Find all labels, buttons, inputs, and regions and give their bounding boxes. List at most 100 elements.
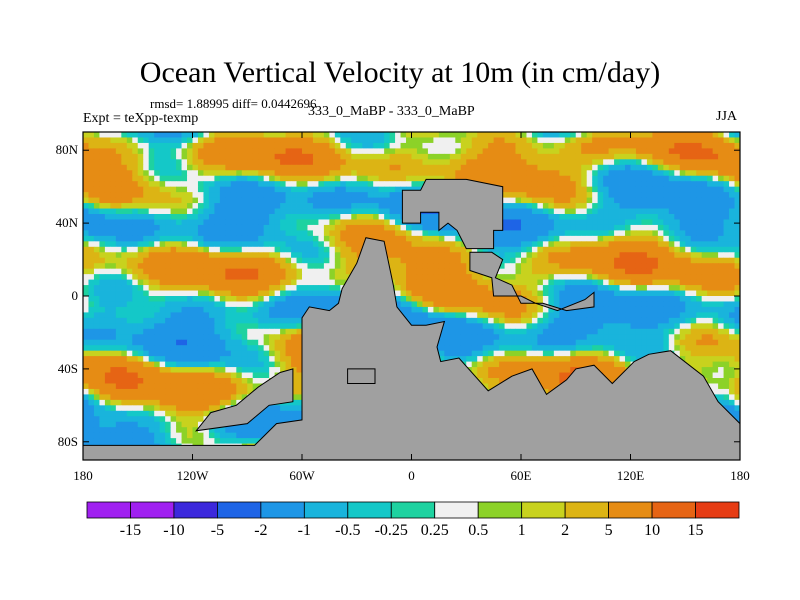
field-cell xyxy=(395,219,401,226)
field-cell xyxy=(427,230,434,237)
field-cell xyxy=(143,312,150,319)
field-cell xyxy=(88,296,95,302)
field-cell xyxy=(181,317,188,324)
field-cell xyxy=(674,279,681,286)
field-cell xyxy=(718,334,724,341)
field-cell xyxy=(395,132,401,138)
field-cell xyxy=(384,246,391,253)
field-cell xyxy=(471,312,478,319)
field-cell xyxy=(176,301,182,308)
field-cell xyxy=(373,235,380,242)
field-cell xyxy=(192,279,199,286)
field-cell xyxy=(126,328,133,335)
field-cell xyxy=(531,328,538,335)
field-cell xyxy=(165,296,172,302)
field-cell xyxy=(241,339,248,346)
field-cell xyxy=(581,148,588,155)
field-cell xyxy=(137,159,144,166)
field-cell xyxy=(318,268,325,275)
field-cell xyxy=(137,192,144,198)
field-cell xyxy=(395,164,401,171)
field-cell xyxy=(269,296,276,302)
field-cell xyxy=(570,328,577,335)
field-cell xyxy=(652,252,659,259)
field-cell xyxy=(104,246,111,253)
field-cell xyxy=(110,137,117,144)
field-cell xyxy=(734,268,740,275)
field-cell xyxy=(159,137,166,144)
field-cell xyxy=(608,345,615,352)
field-cell xyxy=(291,208,297,215)
field-cell xyxy=(586,328,593,335)
field-cell xyxy=(104,192,111,198)
field-cell xyxy=(646,306,653,313)
field-cell xyxy=(154,208,161,215)
field-cell xyxy=(460,164,467,171)
field-cell xyxy=(510,241,516,248)
field-cell xyxy=(553,186,560,193)
field-cell xyxy=(729,268,735,275)
field-cell xyxy=(83,328,89,335)
field-cell xyxy=(378,132,385,138)
field-cell xyxy=(236,159,243,166)
field-cell xyxy=(99,175,106,182)
field-cell xyxy=(197,317,204,324)
field-cell xyxy=(592,328,599,335)
field-cell xyxy=(93,219,100,226)
field-cell xyxy=(641,290,648,297)
field-cell xyxy=(159,132,166,138)
field-cell xyxy=(701,252,708,259)
field-cell xyxy=(302,164,308,171)
field-cell xyxy=(685,159,692,166)
field-cell xyxy=(241,164,248,171)
field-cell xyxy=(219,241,226,248)
field-cell xyxy=(323,263,330,270)
field-cell xyxy=(537,170,544,177)
field-cell xyxy=(356,214,363,220)
field-cell xyxy=(630,230,637,237)
field-cell xyxy=(241,334,248,341)
field-cell xyxy=(438,132,445,138)
field-cell xyxy=(652,285,659,291)
field-cell xyxy=(323,252,330,259)
field-cell xyxy=(712,345,719,352)
field-cell xyxy=(553,296,560,302)
field-cell xyxy=(597,317,604,324)
field-cell xyxy=(148,312,155,319)
field-cell xyxy=(734,290,740,297)
field-cell xyxy=(625,246,631,253)
field-cell xyxy=(247,285,254,291)
field-cell xyxy=(482,345,489,352)
field-cell xyxy=(597,235,604,242)
field-cell xyxy=(674,268,681,275)
field-cell xyxy=(603,164,610,171)
field-cell xyxy=(531,301,538,308)
field-cell xyxy=(406,235,412,242)
field-cell xyxy=(121,296,128,302)
field-cell xyxy=(646,241,653,248)
field-cell xyxy=(197,164,204,171)
field-cell xyxy=(159,246,166,253)
field-cell xyxy=(132,323,139,330)
field-cell xyxy=(170,296,177,302)
field-cell xyxy=(176,230,182,237)
field-cell xyxy=(734,235,740,242)
field-cell xyxy=(318,224,325,231)
field-cell xyxy=(312,208,319,215)
field-cell xyxy=(241,350,248,357)
field-cell xyxy=(614,159,620,166)
field-cell xyxy=(345,197,352,204)
field-cell xyxy=(537,235,544,242)
field-cell xyxy=(477,301,484,308)
field-cell xyxy=(323,241,330,248)
field-cell xyxy=(121,323,128,330)
field-cell xyxy=(203,208,210,215)
field-cell xyxy=(608,252,615,259)
field-cell xyxy=(367,219,374,226)
field-cell xyxy=(575,257,582,264)
field-cell xyxy=(663,181,670,188)
field-cell xyxy=(110,153,117,160)
field-cell xyxy=(663,328,670,335)
field-cell xyxy=(274,263,281,270)
field-cell xyxy=(597,137,604,144)
